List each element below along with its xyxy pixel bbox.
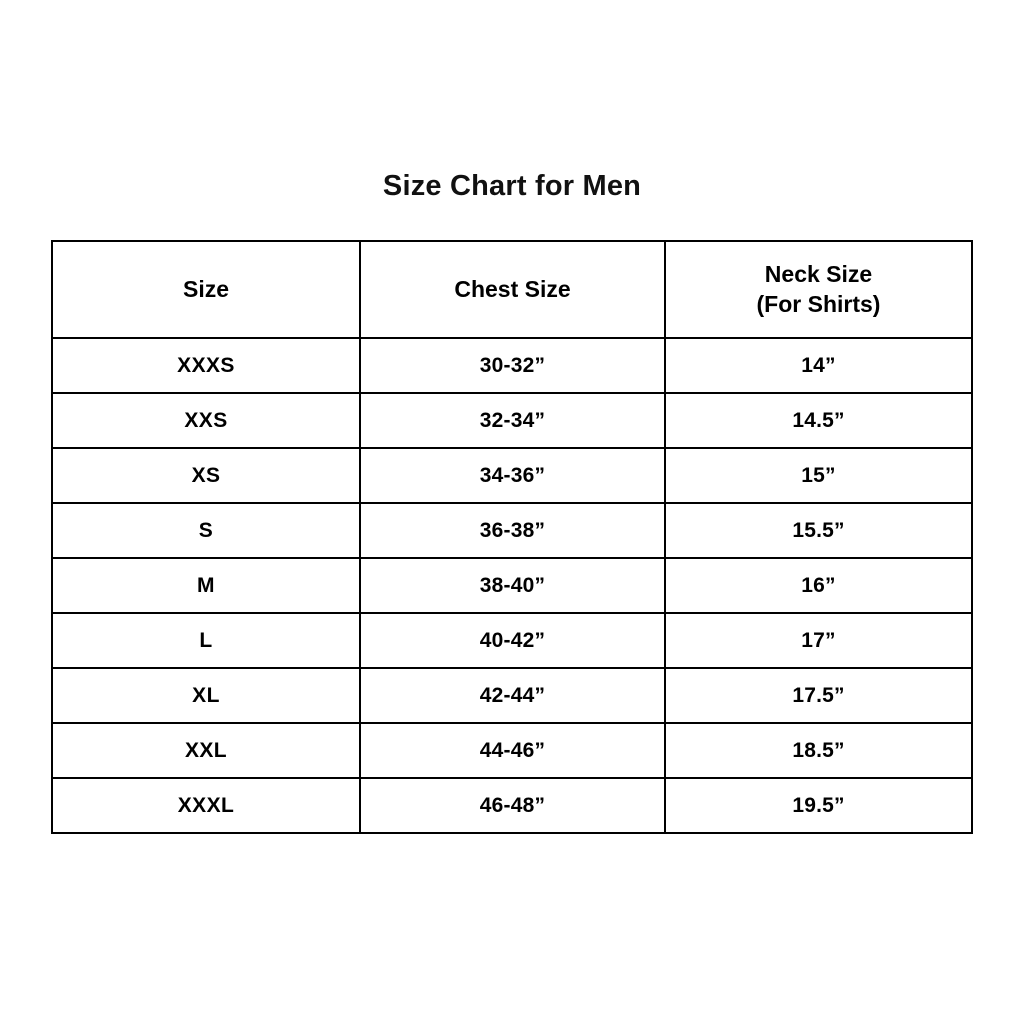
cell-size: XXL bbox=[51, 722, 361, 779]
table-row: XS 34-36” 15” bbox=[51, 447, 973, 504]
cell-size: S bbox=[51, 502, 361, 559]
cell-chest: 38-40” bbox=[359, 557, 666, 614]
cell-size: XL bbox=[51, 667, 361, 724]
cell-chest: 34-36” bbox=[359, 447, 666, 504]
column-header-chest-size-label: Chest Size bbox=[454, 275, 571, 302]
cell-neck: 18.5” bbox=[664, 722, 973, 779]
table-header: Size Chest Size Neck Size (For Shirts) bbox=[51, 240, 973, 339]
cell-chest: 36-38” bbox=[359, 502, 666, 559]
cell-chest: 32-34” bbox=[359, 392, 666, 449]
cell-neck: 14” bbox=[664, 337, 973, 394]
cell-neck: 14.5” bbox=[664, 392, 973, 449]
cell-size: L bbox=[51, 612, 361, 669]
cell-chest: 30-32” bbox=[359, 337, 666, 394]
table-row: S 36-38” 15.5” bbox=[51, 502, 973, 559]
cell-neck: 17.5” bbox=[664, 667, 973, 724]
page-title: Size Chart for Men bbox=[382, 170, 642, 202]
table-row: XXXS 30-32” 14” bbox=[51, 337, 973, 394]
cell-neck: 15.5” bbox=[664, 502, 973, 559]
column-header-neck-size-label: Neck Size bbox=[764, 261, 873, 288]
cell-neck: 15” bbox=[664, 447, 973, 504]
table-row: M 38-40” 16” bbox=[51, 557, 973, 614]
table-row: XXS 32-34” 14.5” bbox=[51, 392, 973, 449]
column-header-size: Size bbox=[51, 240, 361, 339]
cell-neck: 16” bbox=[664, 557, 973, 614]
table-row: L 40-42” 17” bbox=[51, 612, 973, 669]
table-row: XXXL 46-48” 19.5” bbox=[51, 777, 973, 834]
column-header-neck-size: Neck Size (For Shirts) bbox=[664, 240, 973, 339]
cell-size: XS bbox=[51, 447, 361, 504]
cell-chest: 46-48” bbox=[359, 777, 666, 834]
cell-chest: 40-42” bbox=[359, 612, 666, 669]
cell-chest: 44-46” bbox=[359, 722, 666, 779]
table-row: XL 42-44” 17.5” bbox=[51, 667, 973, 724]
cell-size: XXS bbox=[51, 392, 361, 449]
cell-size: XXXS bbox=[51, 337, 361, 394]
table-row: XXL 44-46” 18.5” bbox=[51, 722, 973, 779]
cell-size: XXXL bbox=[51, 777, 361, 834]
size-chart-table: Size Chest Size Neck Size (For Shirts) X… bbox=[51, 240, 973, 834]
cell-size: M bbox=[51, 557, 361, 614]
cell-neck: 17” bbox=[664, 612, 973, 669]
table-body: XXXS 30-32” 14” XXS 32-34” 14.5” XS 34-3… bbox=[51, 337, 973, 834]
cell-neck: 19.5” bbox=[664, 777, 973, 834]
column-header-chest-size: Chest Size bbox=[359, 240, 666, 339]
table-header-row: Size Chest Size Neck Size (For Shirts) bbox=[51, 240, 973, 339]
column-header-neck-size-sublabel: (For Shirts) bbox=[756, 290, 881, 317]
column-header-size-label: Size bbox=[182, 275, 230, 302]
cell-chest: 42-44” bbox=[359, 667, 666, 724]
